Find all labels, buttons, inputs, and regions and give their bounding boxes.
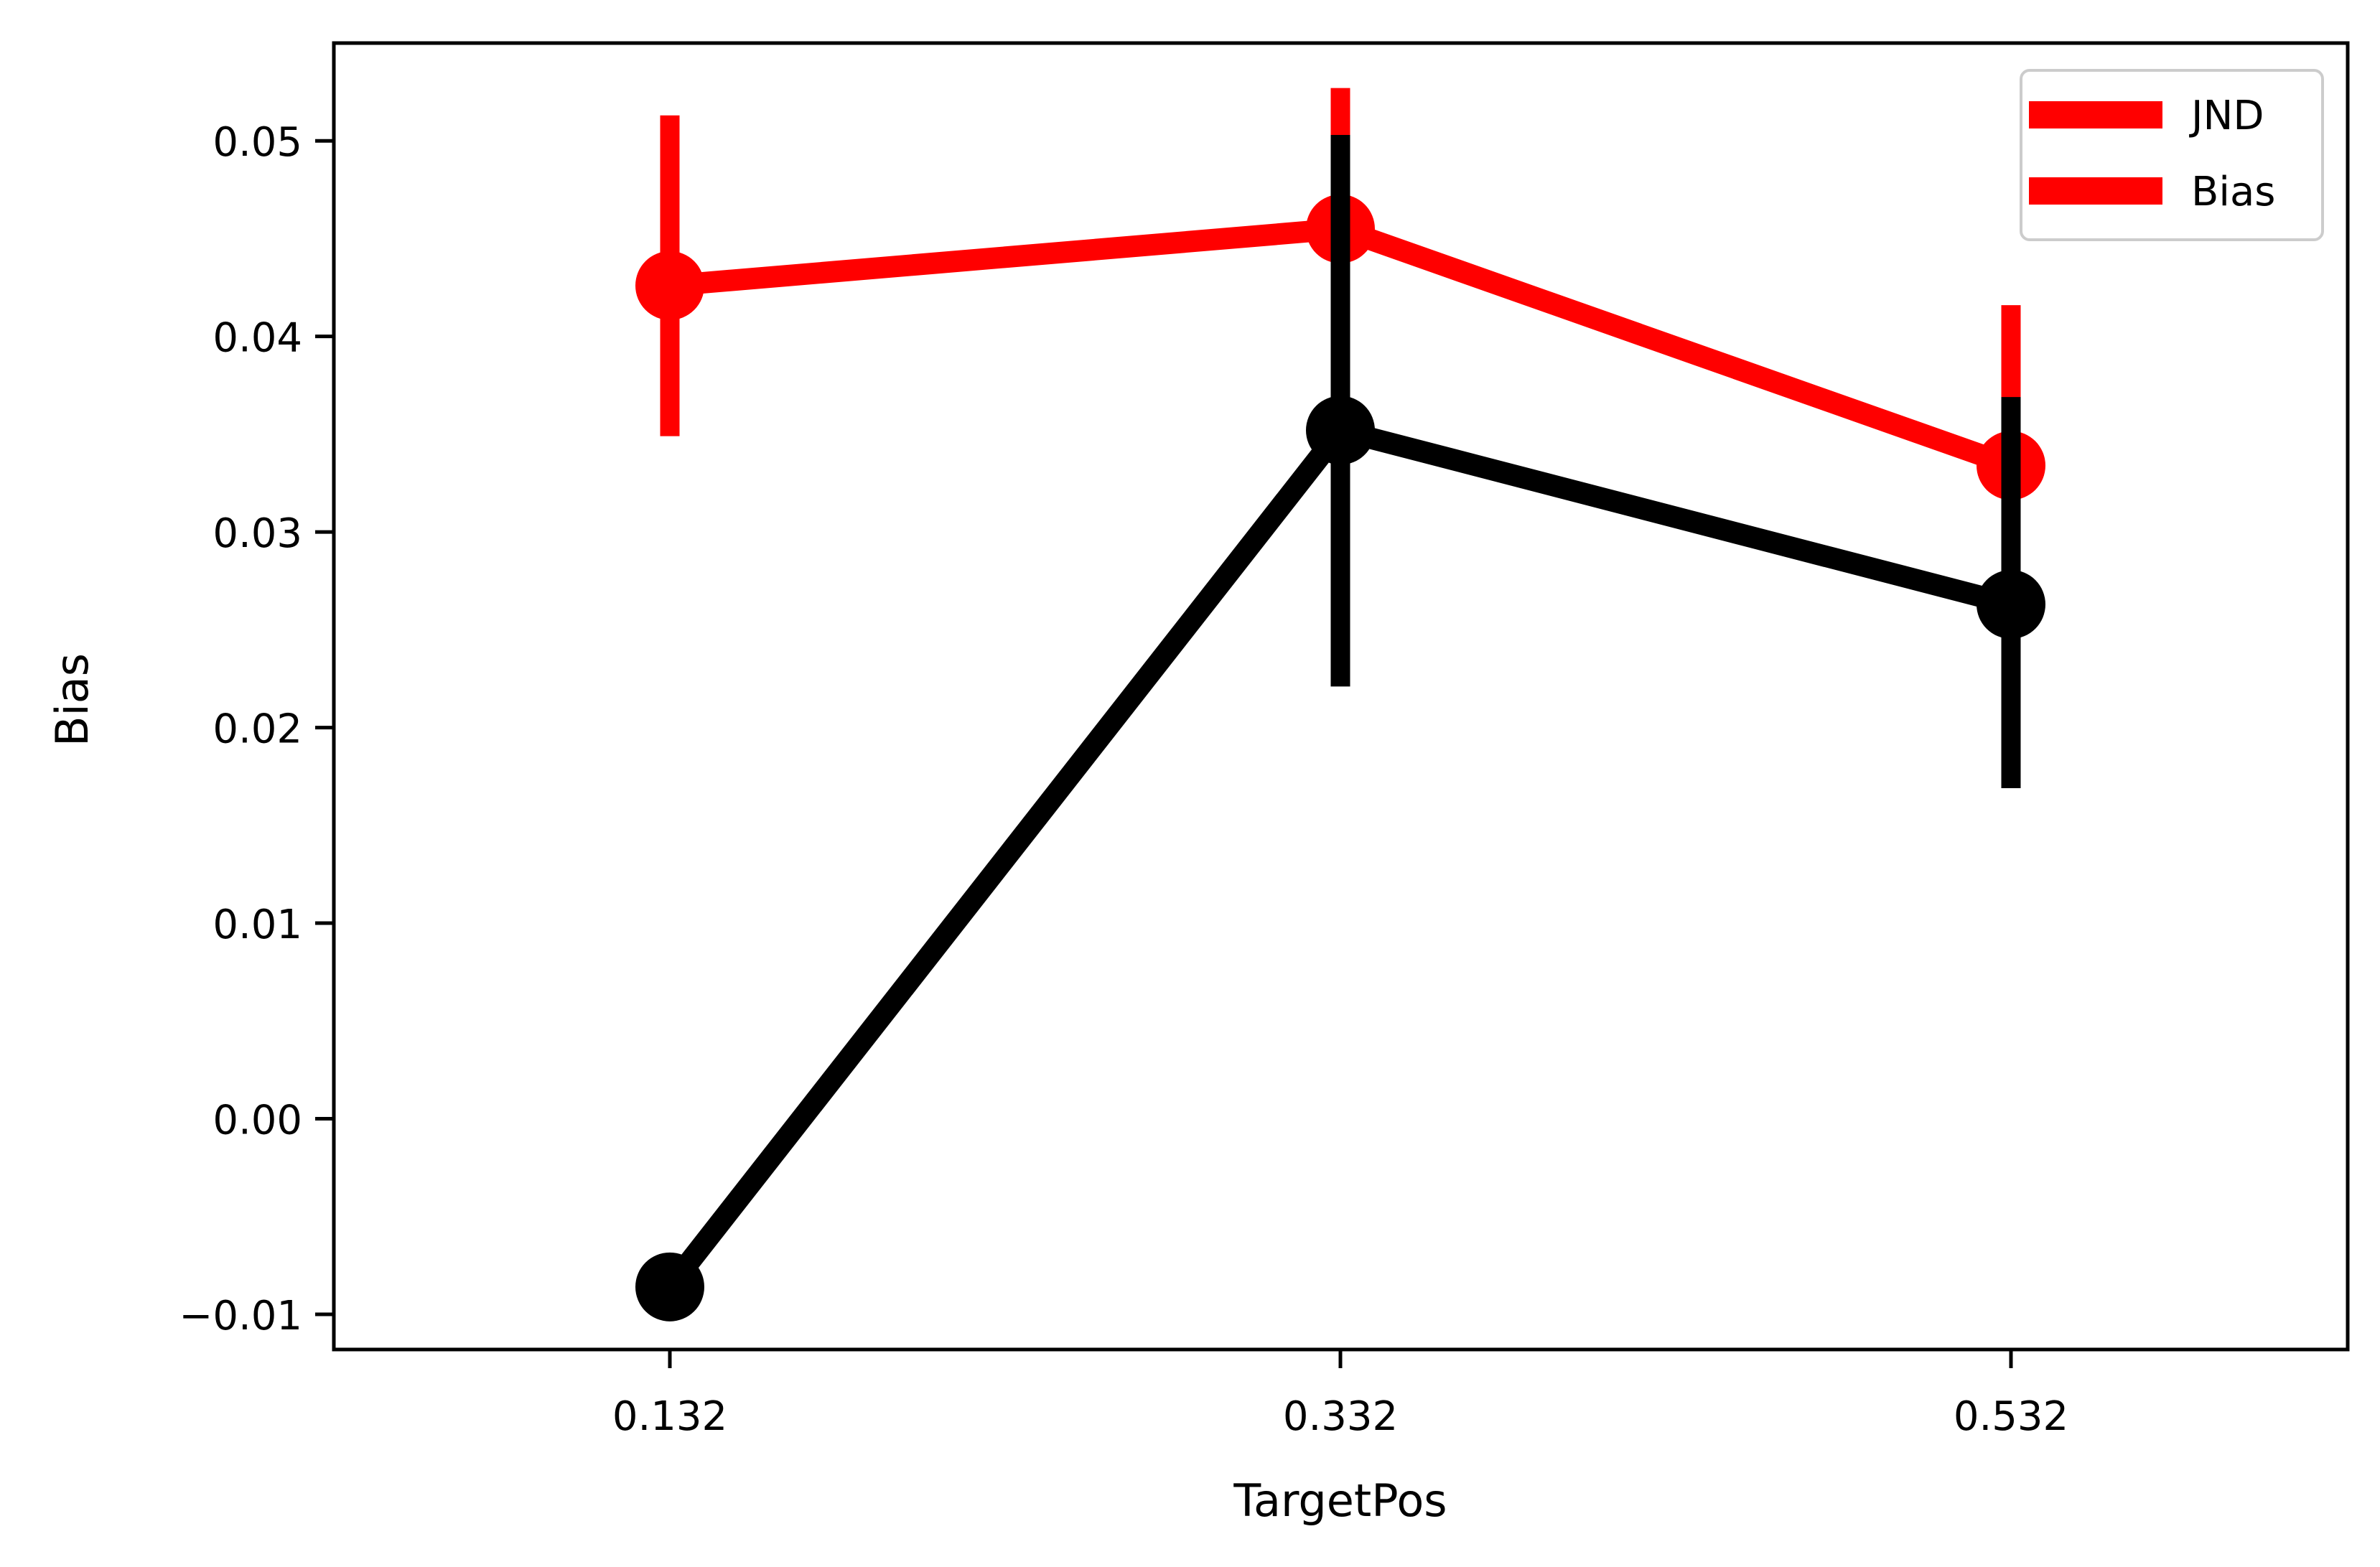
y-tick-label: 0.02: [213, 706, 302, 753]
legend: JND Bias: [2020, 69, 2324, 241]
data-point: [635, 251, 704, 320]
data-point: [635, 1252, 704, 1322]
x-tick-label: 0.132: [612, 1393, 727, 1440]
data-point: [1306, 396, 1375, 465]
x-axis-label: TargetPos: [1233, 1474, 1447, 1527]
x-axis: 0.132 0.332 0.532: [612, 1350, 2068, 1440]
y-tick-label: 0.00: [213, 1098, 302, 1144]
y-tick-label: 0.05: [213, 119, 302, 166]
y-axis: −0.01 0.00 0.01 0.02 0.03 0.04 0.05: [179, 119, 334, 1339]
y-tick-label: 0.04: [213, 315, 302, 362]
y-tick-label: 0.01: [213, 902, 302, 948]
data-point: [1977, 569, 2045, 639]
legend-box: [2020, 69, 2324, 241]
legend-label-jnd: JND: [2189, 93, 2264, 139]
y-axis-label: Bias: [46, 653, 98, 747]
x-tick-label: 0.532: [1954, 1393, 2068, 1440]
legend-label-bias: Bias: [2191, 169, 2275, 215]
x-tick-label: 0.332: [1283, 1393, 1398, 1440]
series-2: [635, 135, 2045, 1322]
series-layer: [635, 88, 2045, 1322]
y-tick-label: 0.03: [213, 510, 302, 557]
y-tick-label: −0.01: [179, 1293, 302, 1339]
